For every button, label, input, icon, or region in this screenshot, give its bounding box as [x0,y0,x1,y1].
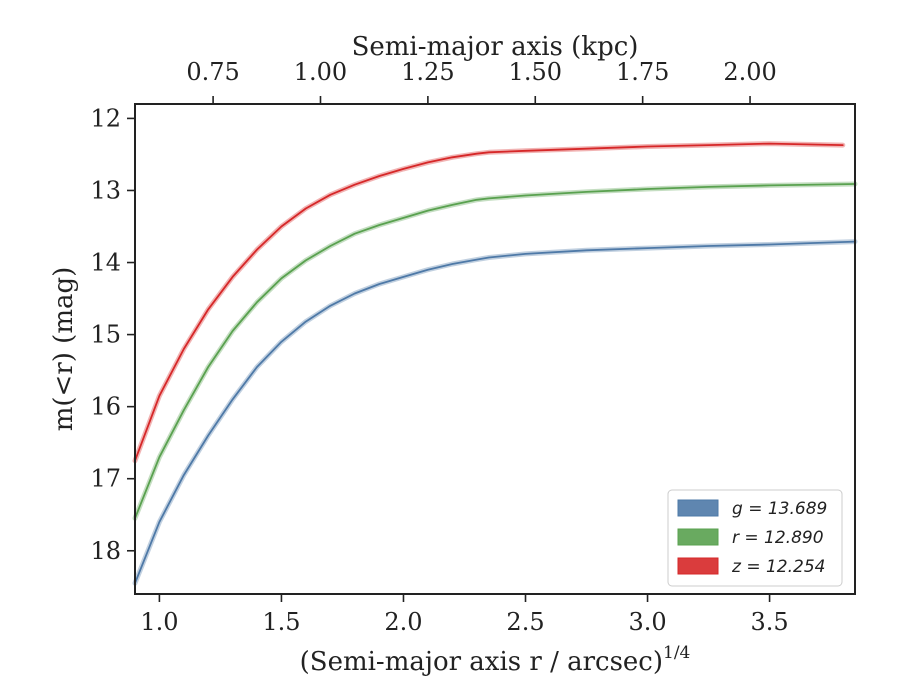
y-tick-label: 16 [90,393,121,421]
x-axis-title: (Semi-major axis r / arcsec)1/4 [300,643,691,677]
series-line-2 [134,142,844,462]
x-tick-label: 2.5 [506,608,544,636]
top-x-tick-label: 1.75 [616,58,669,86]
y-tick-label: 14 [90,249,121,277]
plot-frame [134,103,856,595]
x-tick-label: 3.0 [628,608,666,636]
y-axis-title: m(<r) (mag) [49,267,79,432]
y-tick-label: 18 [90,537,121,565]
series-line-0 [134,240,856,585]
legend-swatch [677,557,719,575]
y-tick-label: 15 [90,321,121,349]
x-tick-label: 1.5 [262,608,300,636]
series-line-1 [134,183,856,520]
x-tick-label: 3.5 [750,608,788,636]
ticks-layer: 1.0 1.5 2.0 2.5 3.0 3.5 12 13 14 15 16 17 18 0.75 1.00… [90,58,788,636]
top-x-tick-label: 1.25 [401,58,454,86]
y-tick-label: 12 [90,104,121,132]
legend-label: r = 12.890 [732,528,824,548]
x-tick-label: 1.0 [140,608,178,636]
x-axis-title-superscript: 1/4 [663,643,690,663]
legend-label: z = 12.254 [731,557,825,577]
x-tick-label: 2.0 [384,608,422,636]
legend-label: g = 13.689 [732,499,827,519]
top-x-axis-title: Semi-major axis (kpc) [352,32,639,62]
top-x-tick-label: 0.75 [186,58,239,86]
y-tick-label: 13 [90,176,121,204]
legend: g = 13.689 r = 12.890 z = 12.254 [667,489,843,587]
x-axis-title-text: (Semi-major axis r / arcsec) [300,647,663,677]
legend-swatch [677,528,719,546]
top-x-tick-label: 1.50 [509,58,562,86]
legend-swatch [677,499,719,517]
top-x-tick-label: 2.00 [723,58,776,86]
series-layer [132,141,858,586]
top-x-tick-label: 1.00 [294,58,347,86]
y-tick-label: 17 [90,465,121,493]
